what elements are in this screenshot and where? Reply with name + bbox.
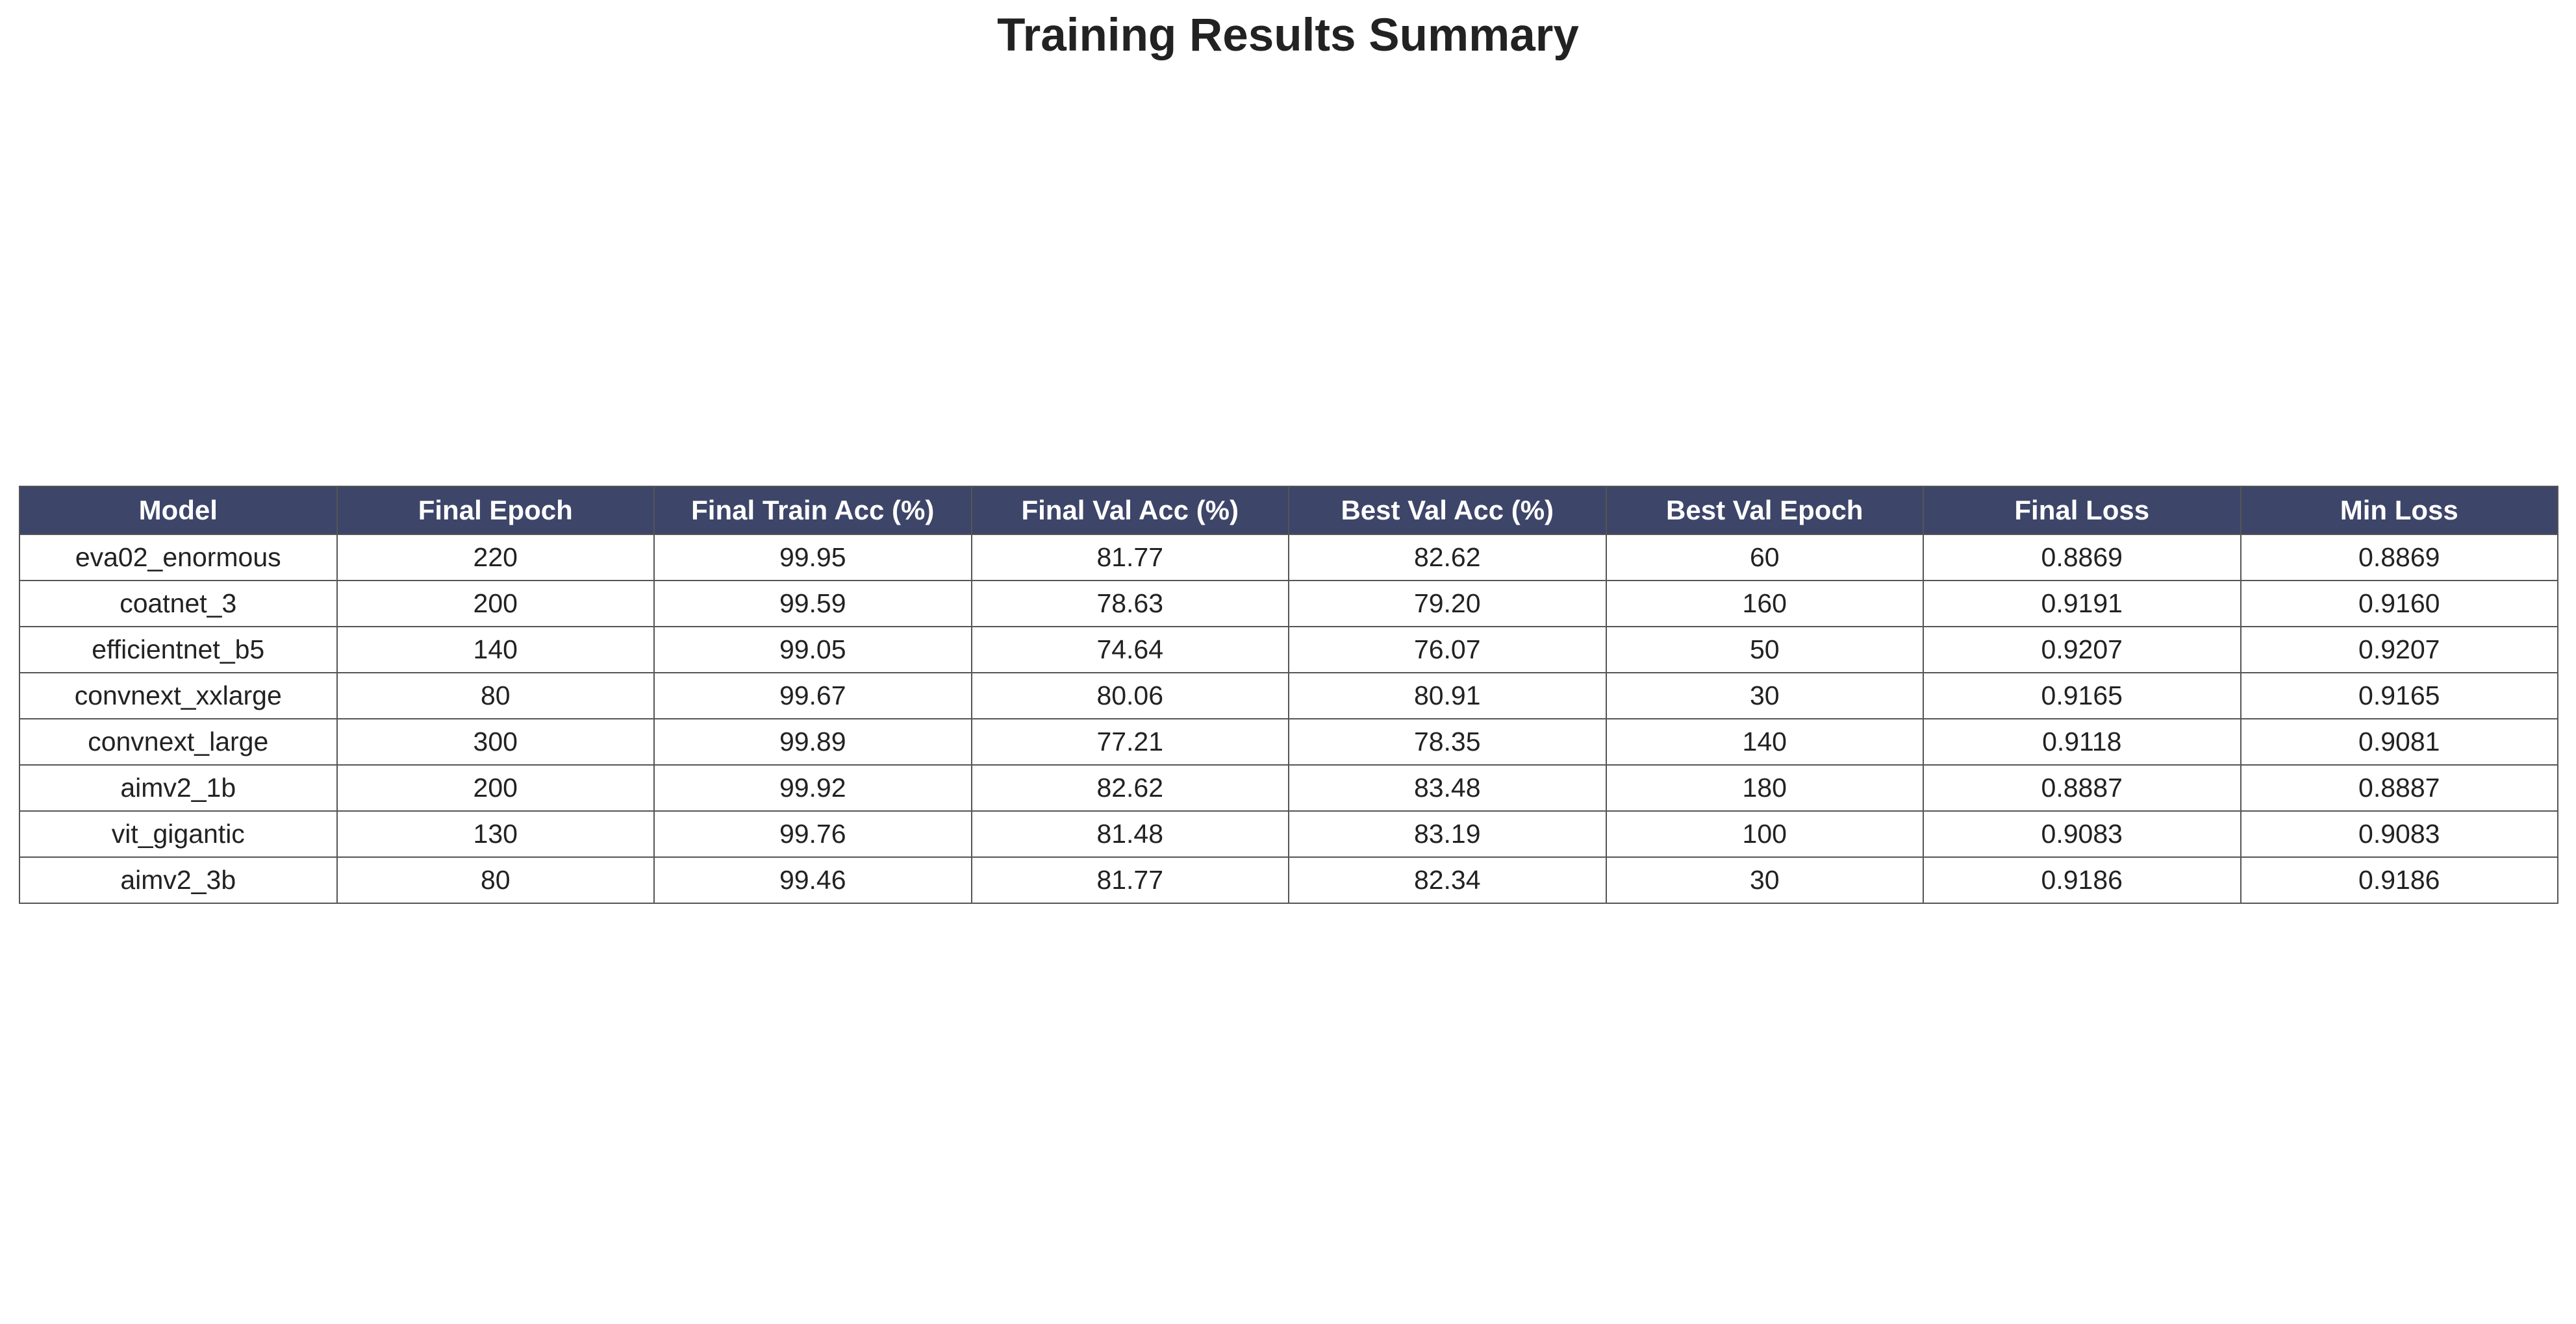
model-name-cell: eva02_enormous (19, 534, 338, 581)
table-cell: 82.34 (1288, 856, 1607, 904)
table-cell: 0.8887 (2240, 764, 2558, 812)
column-header: Model (19, 486, 338, 535)
table-cell: 220 (336, 534, 655, 581)
table-cell: 82.62 (970, 764, 1289, 812)
table-cell: 80.06 (970, 672, 1289, 719)
table-body: eva02_enormous 220 99.95 81.77 82.62 60 0.8869… (19, 534, 2558, 904)
column-header: Final Loss (1923, 486, 2241, 535)
table-header-row: Model Final Epoch Final Train Acc (%) Final… (19, 486, 2558, 535)
table-cell: 99.76 (653, 810, 972, 858)
table-cell: 81.77 (970, 856, 1289, 904)
table-cell: 30 (1605, 856, 1924, 904)
table-row: vit_gigantic 130 99.76 81.48 83.19 100 0.9083 0… (19, 810, 2558, 858)
table-cell: 100 (1605, 810, 1924, 858)
table-row: eva02_enormous 220 99.95 81.77 82.62 60 0.8869… (19, 534, 2558, 581)
column-header: Final Epoch (336, 486, 655, 535)
column-header: Best Val Epoch (1605, 486, 1924, 535)
table-cell: 99.95 (653, 534, 972, 581)
table-cell: 99.89 (653, 718, 972, 766)
table-cell: 0.9160 (2240, 580, 2558, 627)
table-cell: 140 (1605, 718, 1924, 766)
table-row: coatnet_3 200 99.59 78.63 79.20 160 0.9191 0.91… (19, 580, 2558, 627)
column-header: Min Loss (2240, 486, 2558, 535)
table-cell: 83.48 (1288, 764, 1607, 812)
page-title: Training Results Summary (997, 10, 1579, 61)
table-cell: 30 (1605, 672, 1924, 719)
table-cell: 50 (1605, 626, 1924, 673)
table-cell: 180 (1605, 764, 1924, 812)
table-cell: 200 (336, 580, 655, 627)
table-row: aimv2_1b 200 99.92 82.62 83.48 180 0.8887 0.888… (19, 764, 2558, 812)
column-header: Best Val Acc (%) (1288, 486, 1607, 535)
table-row: efficientnet_b5 140 99.05 74.64 76.07 50 0.920… (19, 626, 2558, 673)
table-cell: 0.8869 (1923, 534, 2241, 581)
table-cell: 0.9207 (2240, 626, 2558, 673)
table-cell: 200 (336, 764, 655, 812)
table-cell: 60 (1605, 534, 1924, 581)
table-cell: 79.20 (1288, 580, 1607, 627)
table-cell: 74.64 (970, 626, 1289, 673)
table-cell: 300 (336, 718, 655, 766)
table-cell: 99.59 (653, 580, 972, 627)
table-cell: 99.46 (653, 856, 972, 904)
table-cell: 99.05 (653, 626, 972, 673)
column-header: Final Train Acc (%) (653, 486, 972, 535)
table-cell: 99.67 (653, 672, 972, 719)
table-row: aimv2_3b 80 99.46 81.77 82.34 30 0.9186 0.9186 (19, 856, 2558, 904)
table-cell: 0.9186 (2240, 856, 2558, 904)
table-cell: 0.9165 (2240, 672, 2558, 719)
table-cell: 80 (336, 856, 655, 904)
table-row: convnext_xxlarge 80 99.67 80.06 80.91 30 0.916… (19, 672, 2558, 719)
model-name-cell: efficientnet_b5 (19, 626, 338, 673)
model-name-cell: aimv2_3b (19, 856, 338, 904)
table-cell: 0.9083 (2240, 810, 2558, 858)
table-cell: 80.91 (1288, 672, 1607, 719)
table-cell: 0.9081 (2240, 718, 2558, 766)
table-cell: 0.8887 (1923, 764, 2241, 812)
model-name-cell: aimv2_1b (19, 764, 338, 812)
table-cell: 0.8869 (2240, 534, 2558, 581)
results-table: Model Final Epoch Final Train Acc (%) Final… (19, 486, 2558, 904)
table-cell: 0.9165 (1923, 672, 2241, 719)
table-cell: 0.9083 (1923, 810, 2241, 858)
table-cell: 76.07 (1288, 626, 1607, 673)
table-cell: 140 (336, 626, 655, 673)
table-cell: 99.92 (653, 764, 972, 812)
table-cell: 82.62 (1288, 534, 1607, 581)
table-cell: 78.35 (1288, 718, 1607, 766)
table-cell: 81.77 (970, 534, 1289, 581)
table-cell: 77.21 (970, 718, 1289, 766)
table-cell: 0.9118 (1923, 718, 2241, 766)
model-name-cell: convnext_large (19, 718, 338, 766)
table-cell: 0.9207 (1923, 626, 2241, 673)
model-name-cell: vit_gigantic (19, 810, 338, 858)
table-cell: 78.63 (970, 580, 1289, 627)
column-header: Final Val Acc (%) (970, 486, 1289, 535)
table-cell: 0.9191 (1923, 580, 2241, 627)
table-row: convnext_large 300 99.89 77.21 78.35 140 0.911… (19, 718, 2558, 766)
table-cell: 83.19 (1288, 810, 1607, 858)
table-cell: 0.9186 (1923, 856, 2241, 904)
table-cell: 160 (1605, 580, 1924, 627)
model-name-cell: coatnet_3 (19, 580, 338, 627)
table-cell: 80 (336, 672, 655, 719)
model-name-cell: convnext_xxlarge (19, 672, 338, 719)
table-cell: 130 (336, 810, 655, 858)
table-cell: 81.48 (970, 810, 1289, 858)
